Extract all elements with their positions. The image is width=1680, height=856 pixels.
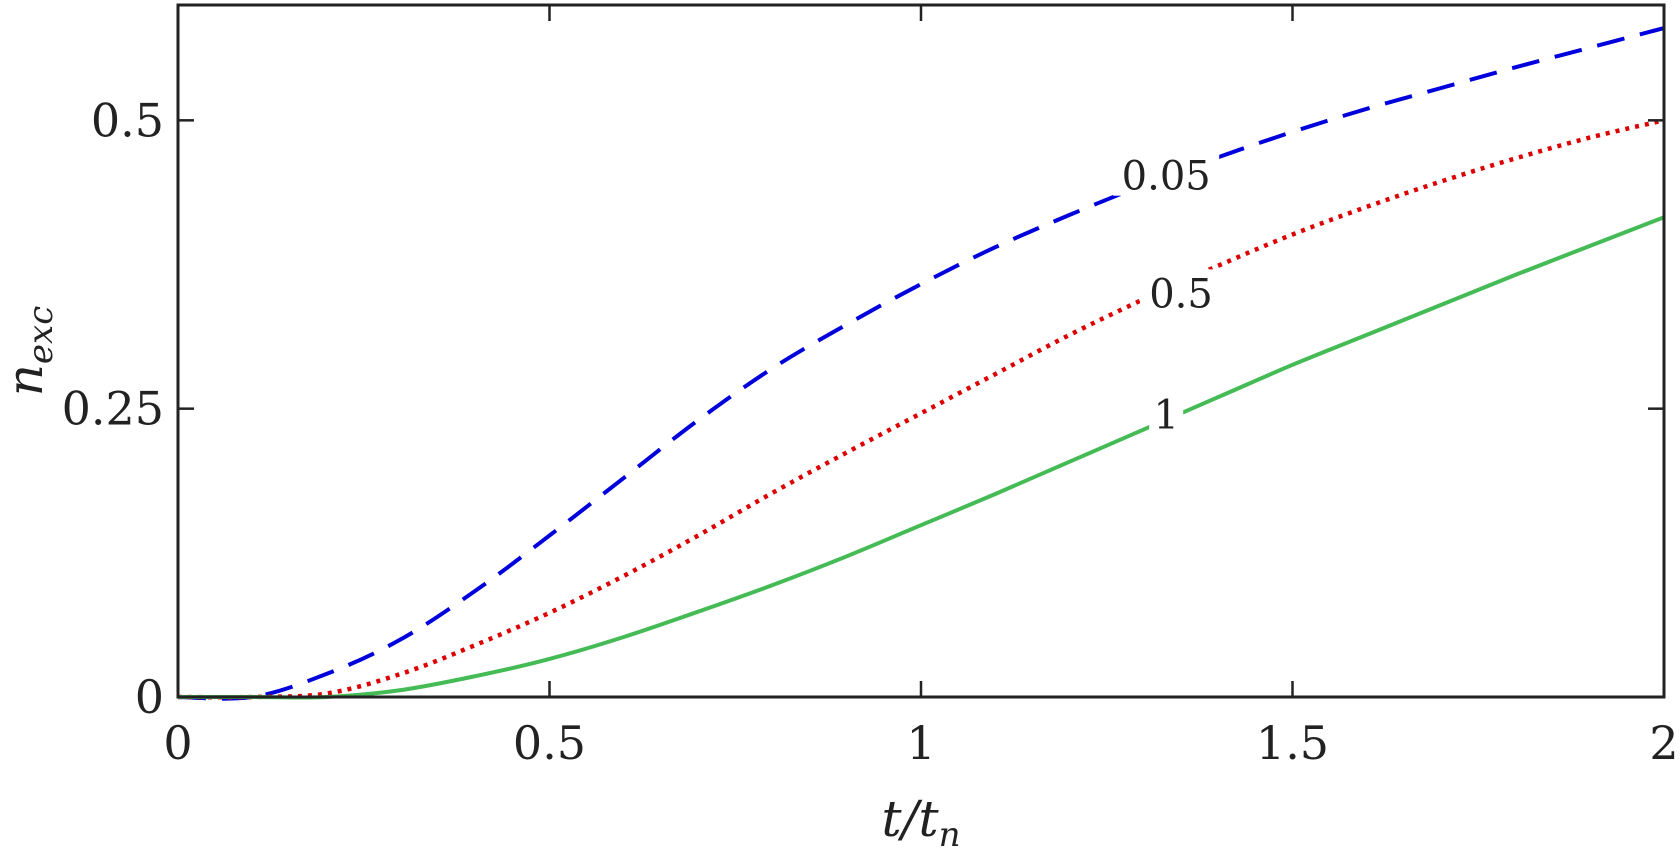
y-axis-label-sub: exc — [21, 306, 61, 364]
curve-label-background — [1113, 151, 1220, 196]
curve-label: 0.5 — [1149, 271, 1213, 317]
y-axis: 0 0.25 0.5 — [62, 93, 1664, 724]
x-tick-label: 1 — [906, 716, 935, 770]
series-line-dashed — [177, 26, 1665, 701]
series-line-solid — [177, 215, 1665, 700]
y-tick-label: 0.5 — [91, 93, 164, 147]
curve-labels: 0.05 0.5 1 — [1113, 151, 1223, 438]
curve-label: 0.05 — [1122, 154, 1211, 200]
curve-label-background — [1149, 390, 1184, 435]
x-axis-label: t/tn — [882, 790, 961, 855]
x-tick-label: 2 — [1649, 716, 1678, 770]
x-axis-label-sub: n — [939, 815, 961, 855]
y-axis-label: nexc — [0, 306, 61, 397]
y-tick-label: 0.25 — [62, 382, 164, 436]
x-tick-label: 1.5 — [1256, 716, 1329, 770]
curve-label-background — [1140, 269, 1223, 314]
plot-frame — [176, 3, 1666, 699]
curve-label: 1 — [1153, 392, 1178, 438]
series-line-dotted — [177, 118, 1665, 700]
x-axis-label-main: t/t — [882, 790, 940, 848]
y-axis-label-main: n — [0, 364, 54, 396]
x-tick-label: 0.5 — [513, 716, 586, 770]
x-axis: 0 0.5 1 1.5 2 — [163, 5, 1679, 770]
curves-layer — [177, 26, 1665, 701]
y-tick-label: 0 — [135, 670, 164, 724]
x-tick-label: 0 — [163, 716, 192, 770]
